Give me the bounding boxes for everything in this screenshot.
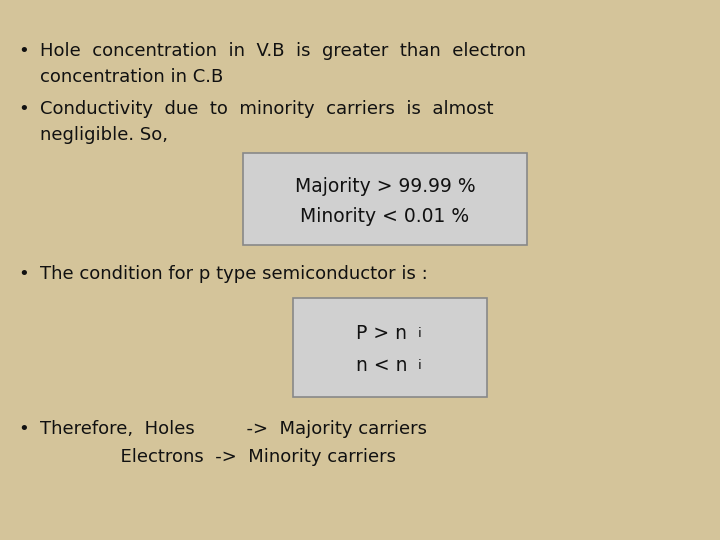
Text: Electrons  ->  Minority carriers: Electrons -> Minority carriers: [40, 448, 396, 466]
Text: •: •: [18, 420, 29, 438]
Text: i: i: [418, 327, 422, 340]
Text: concentration in C.B: concentration in C.B: [40, 68, 223, 86]
Text: n < n: n < n: [356, 356, 408, 375]
FancyBboxPatch shape: [293, 298, 487, 397]
Text: i: i: [418, 359, 422, 372]
Text: Therefore,  Holes         ->  Majority carriers: Therefore, Holes -> Majority carriers: [40, 420, 427, 438]
Text: Conductivity  due  to  minority  carriers  is  almost: Conductivity due to minority carriers is…: [40, 100, 493, 118]
Text: Minority < 0.01 %: Minority < 0.01 %: [300, 207, 469, 226]
Text: •: •: [18, 100, 29, 118]
Text: The condition for p type semiconductor is :: The condition for p type semiconductor i…: [40, 265, 428, 283]
Text: Hole  concentration  in  V.B  is  greater  than  electron: Hole concentration in V.B is greater tha…: [40, 42, 526, 60]
Text: Majority > 99.99 %: Majority > 99.99 %: [294, 177, 475, 196]
Text: P > n: P > n: [356, 324, 408, 343]
Text: •: •: [18, 42, 29, 60]
FancyBboxPatch shape: [243, 153, 527, 245]
Text: •: •: [18, 265, 29, 283]
Text: negligible. So,: negligible. So,: [40, 126, 168, 144]
